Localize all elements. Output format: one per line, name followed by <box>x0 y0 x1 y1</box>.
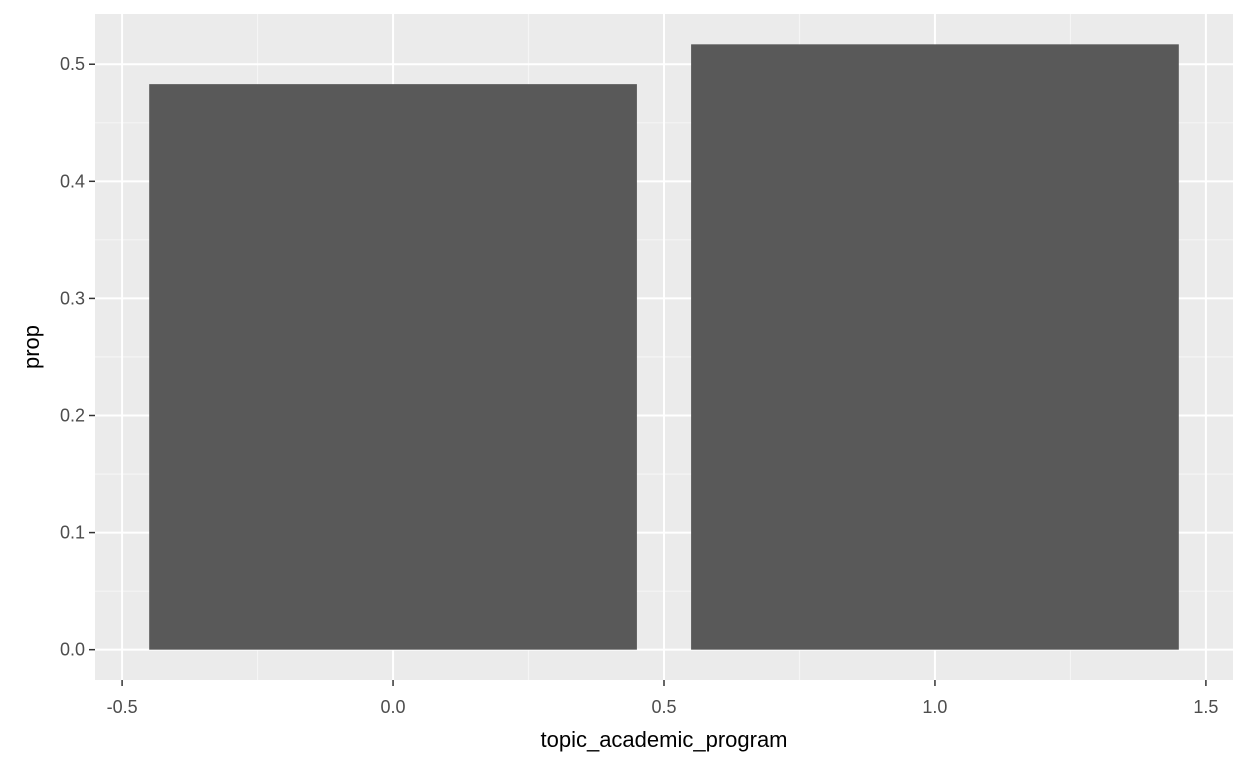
y-tick-label: 0.5 <box>60 54 85 74</box>
x-axis-title: topic_academic_program <box>540 727 787 752</box>
x-tick-label: -0.5 <box>107 697 138 717</box>
y-tick-label: 0.4 <box>60 171 85 191</box>
y-tick-label: 0.1 <box>60 523 85 543</box>
y-axis: 0.0 0.1 0.2 0.3 0.4 0.5 <box>60 54 95 660</box>
x-tick-label: 0.5 <box>651 697 676 717</box>
y-axis-title: prop <box>19 325 44 369</box>
y-tick-label: 0.0 <box>60 640 85 660</box>
x-tick-label: 1.5 <box>1193 697 1218 717</box>
x-axis: -0.5 0.0 0.5 1.0 1.5 <box>107 680 1218 717</box>
x-tick-label: 1.0 <box>922 697 947 717</box>
y-tick-label: 0.2 <box>60 405 85 425</box>
y-tick-label: 0.3 <box>60 288 85 308</box>
x-tick-label: 0.0 <box>381 697 406 717</box>
bars <box>149 44 1179 650</box>
bar <box>691 44 1179 650</box>
bar <box>149 84 637 650</box>
